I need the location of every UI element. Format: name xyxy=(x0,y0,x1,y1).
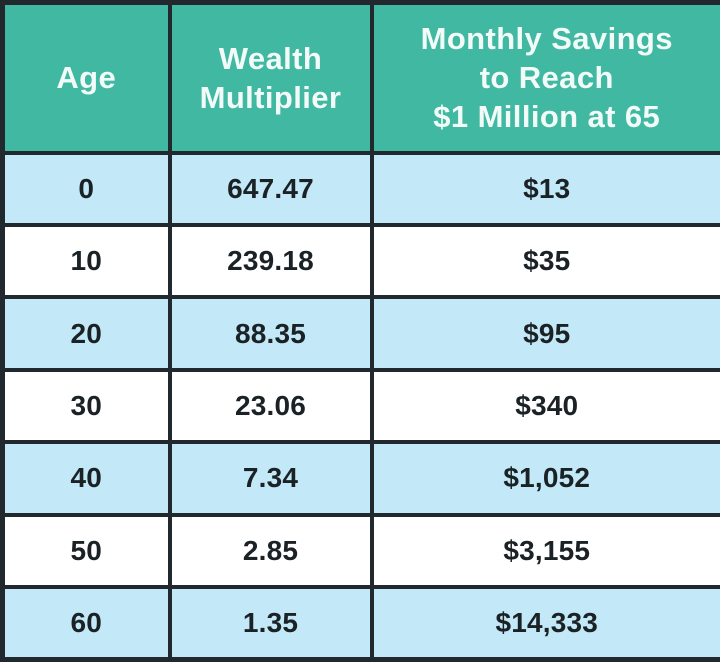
col-header-age: Age xyxy=(0,0,172,155)
multiplier-cell: 7.34 xyxy=(167,440,374,517)
multiplier-cell: 88.35 xyxy=(167,295,374,372)
savings-cell: $35 xyxy=(369,222,720,300)
table-row: 0 647.47 $13 xyxy=(0,150,720,227)
savings-cell: $95 xyxy=(369,295,720,372)
col-header-monthly-savings: Monthly Savings to Reach $1 Million at 6… xyxy=(369,0,720,155)
savings-cell: $13 xyxy=(369,150,720,227)
multiplier-cell: 239.18 xyxy=(167,222,374,300)
age-cell: 60 xyxy=(0,585,172,662)
table-row: 40 7.34 $1,052 xyxy=(0,440,720,517)
age-cell: 10 xyxy=(0,222,172,300)
multiplier-cell: 2.85 xyxy=(167,512,374,590)
savings-cell: $14,333 xyxy=(369,585,720,662)
table-row: 10 239.18 $35 xyxy=(0,222,720,300)
table-row: 60 1.35 $14,333 xyxy=(0,585,720,662)
header-row: Age Wealth Multiplier Monthly Savings to… xyxy=(0,0,720,155)
savings-cell: $340 xyxy=(369,367,720,445)
multiplier-cell: 1.35 xyxy=(167,585,374,662)
age-cell: 50 xyxy=(0,512,172,590)
multiplier-cell: 647.47 xyxy=(167,150,374,227)
age-cell: 0 xyxy=(0,150,172,227)
table-row: 50 2.85 $3,155 xyxy=(0,512,720,590)
age-cell: 30 xyxy=(0,367,172,445)
age-cell: 20 xyxy=(0,295,172,372)
col-header-wealth-multiplier: Wealth Multiplier xyxy=(167,0,374,155)
table-row: 30 23.06 $340 xyxy=(0,367,720,445)
savings-cell: $1,052 xyxy=(369,440,720,517)
multiplier-cell: 23.06 xyxy=(167,367,374,445)
savings-cell: $3,155 xyxy=(369,512,720,590)
table-row: 20 88.35 $95 xyxy=(0,295,720,372)
age-cell: 40 xyxy=(0,440,172,517)
